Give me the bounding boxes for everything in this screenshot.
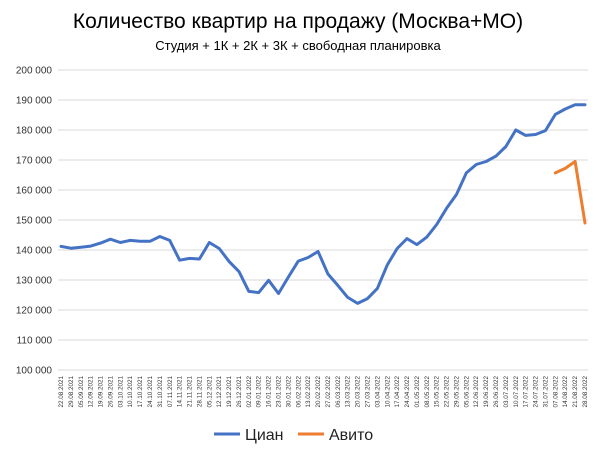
x-tick-label: 05.06.2022 [463,376,470,408]
x-tick-label: 24.10.2021 [147,376,154,408]
x-tick-label: 24.04.2022 [404,376,411,408]
y-tick-label: 170 000 [16,156,53,167]
y-axis: 100 000 110 000 120 000 130 000 140 000 150 0… [16,66,53,377]
chart-title: Количество квартир на продажу (Москва+МО… [73,10,523,33]
x-tick-label: 16.01.2022 [266,376,273,408]
x-tick-label: 05.09.2021 [78,376,85,408]
x-tick-label: 12.09.2021 [88,376,95,408]
x-tick-label: 17.10.2021 [137,376,144,408]
x-tick-label: 02.01.2022 [246,376,253,408]
x-axis: 22.08.2021 29.08.2021 05.09.2021 12.09.2021… [58,376,589,408]
y-tick-label: 130 000 [16,276,53,287]
x-tick-label: 19.12.2021 [226,376,233,408]
x-tick-label: 29.05.2022 [453,376,460,408]
y-tick-label: 150 000 [16,216,53,227]
x-tick-label: 24.07.2022 [533,376,540,408]
x-tick-label: 10.07.2022 [513,376,520,408]
x-tick-label: 30.01.2022 [285,376,292,408]
x-tick-label: 31.07.2022 [542,376,549,408]
legend-label: Авито [329,427,373,444]
x-tick-label: 15.05.2022 [434,376,441,408]
x-tick-label: 20.02.2022 [315,376,322,408]
x-tick-label: 13.03.2022 [345,376,352,408]
legend: Циан Авито [214,427,373,444]
legend-label: Циан [245,427,284,444]
y-tick-label: 180 000 [16,126,53,137]
x-tick-label: 03.07.2022 [503,376,510,408]
x-tick-label: 03.04.2022 [374,376,381,408]
x-tick-label: 07.11.2021 [167,376,174,408]
x-tick-label: 28.08.2022 [582,376,589,408]
x-tick-label: 28.11.2021 [196,376,203,408]
x-tick-label: 19.06.2022 [483,376,490,408]
x-tick-label: 26.12.2021 [236,376,243,408]
x-tick-label: 20.03.2022 [355,376,362,408]
x-tick-label: 07.08.2022 [552,376,559,408]
x-tick-label: 14.11.2021 [177,376,184,408]
x-tick-label: 03.10.2021 [117,376,124,408]
x-tick-label: 19.09.2021 [98,376,105,408]
series-line-Авито [553,160,587,225]
x-tick-label: 06.03.2022 [335,376,342,408]
y-tick-label: 190 000 [16,96,53,107]
x-tick-label: 01.05.2022 [414,376,421,408]
x-tick-label: 13.02.2022 [305,376,312,408]
y-tick-label: 100 000 [16,366,53,377]
x-tick-label: 10.04.2022 [384,376,391,408]
x-tick-label: 12.06.2022 [473,376,480,408]
x-tick-label: 27.02.2022 [325,376,332,408]
series-line-Циан [59,103,587,305]
y-tick-label: 120 000 [16,306,53,317]
x-tick-label: 29.08.2021 [68,376,75,408]
x-tick-label: 26.09.2021 [107,376,114,408]
x-tick-label: 21.11.2021 [187,376,194,408]
x-tick-label: 17.04.2022 [394,376,401,408]
x-tick-label: 31.10.2021 [157,376,164,408]
x-tick-label: 09.01.2022 [256,376,263,408]
x-tick-label: 05.12.2021 [206,376,213,408]
y-tick-label: 140 000 [16,246,53,257]
x-tick-label: 21.08.2022 [572,376,579,408]
x-tick-label: 23.01.2022 [276,376,283,408]
x-tick-label: 27.03.2022 [364,376,371,408]
y-tick-label: 200 000 [16,66,53,77]
y-tick-label: 160 000 [16,186,53,197]
x-tick-label: 08.05.2022 [424,376,431,408]
x-tick-label: 17.07.2022 [523,376,530,408]
series-lines [59,103,587,305]
x-tick-label: 22.08.2021 [58,376,65,408]
x-tick-label: 22.05.2022 [444,376,451,408]
x-tick-label: 06.02.2022 [295,376,302,408]
chart-subtitle: Студия + 1К + 2К + 3К + свободная планир… [155,38,441,53]
x-tick-label: 12.12.2021 [216,376,223,408]
gridlines [58,69,588,371]
y-tick-label: 110 000 [17,336,53,347]
x-tick-label: 26.06.2022 [493,376,500,408]
x-tick-label: 10.10.2021 [127,376,134,408]
x-tick-label: 14.08.2022 [562,376,569,408]
